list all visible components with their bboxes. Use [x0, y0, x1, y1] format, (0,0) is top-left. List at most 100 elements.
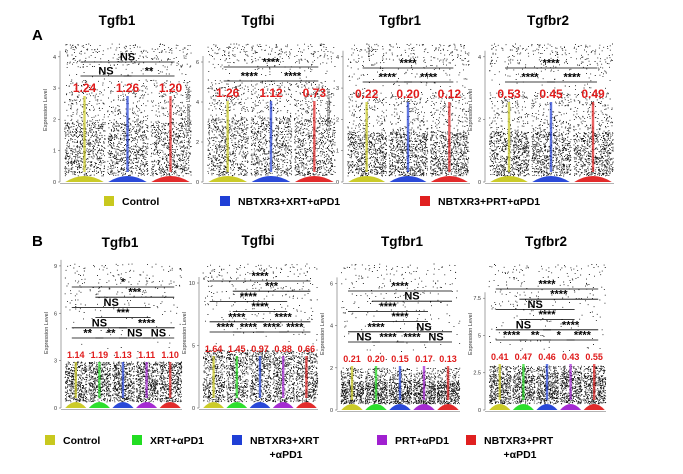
violin-neck: [169, 362, 172, 398]
y-tick-label: 9: [54, 264, 57, 270]
violin-points: [388, 43, 429, 177]
y-tick-label: 4: [53, 55, 56, 61]
violin-body: [108, 176, 147, 182]
significance-label: ****: [538, 309, 556, 321]
violin-points: [202, 264, 226, 403]
violin-neck: [350, 366, 354, 400]
mean-label: 0.73: [303, 86, 327, 100]
significance-label: ****: [420, 72, 438, 84]
violin-1: [107, 43, 149, 182]
chart-B-tgfb1: Tgfb1 Expression Level 0 3 6 9 1.14 1.19 1.13 1.1…: [44, 235, 183, 412]
y-tick-label: 0: [330, 408, 333, 414]
violin-body: [251, 176, 291, 182]
violin-body: [294, 176, 334, 182]
chart-title: Tgfbr1: [379, 13, 421, 28]
mean-label: 0.49: [581, 87, 605, 101]
mean-label: 1.26: [216, 86, 240, 100]
violin-neck: [98, 362, 101, 398]
violin-neck: [313, 101, 316, 172]
violin-body: [365, 404, 387, 410]
mean-label: 0.46: [538, 352, 556, 362]
significance-label: **: [531, 330, 540, 342]
violin-2: [535, 264, 559, 410]
significance-label: ****: [379, 72, 397, 84]
y-axis-label: Expression Level: [43, 89, 49, 131]
violin-points: [159, 265, 183, 403]
legend-a-item-0: Control: [104, 196, 159, 208]
chart-A-tgfb1: Tgfb1 Expression Level 0 1 2 3 4 1.24 1.26 1.20 NS…: [43, 13, 192, 186]
y-tick-label: 0: [336, 180, 339, 186]
violin-0: [340, 263, 365, 410]
violin-body: [389, 176, 427, 182]
legend-label: PRT+αPD1: [395, 435, 449, 447]
violin-neck: [258, 356, 262, 398]
legend-swatch: [377, 435, 387, 445]
violin-neck: [282, 356, 285, 398]
chart-title: Tgfbr2: [527, 13, 569, 28]
significance-label: ****: [240, 291, 258, 303]
legends-layer: Control NBTXR3+XRT +αPD1 NBTXR3+PRT +αPD1 Con…: [45, 196, 554, 461]
violin-body: [413, 404, 435, 410]
y-tick-label: 4: [478, 55, 481, 61]
violin-body: [389, 404, 411, 410]
y-tick-label: 7.5: [473, 296, 481, 302]
violin-neck: [212, 356, 215, 398]
violin-body: [65, 402, 87, 408]
violin-4: [295, 263, 319, 408]
mean-label: 0.55: [585, 352, 603, 362]
violin-points: [559, 264, 583, 405]
violin-neck: [507, 102, 511, 172]
violin-body: [296, 402, 317, 408]
violin-neck: [593, 364, 596, 400]
significance-label: ****: [399, 58, 417, 70]
y-axis-label: Expression Level: [186, 89, 192, 131]
significance-label: ****: [241, 71, 259, 83]
legend-swatch: [232, 435, 242, 445]
significance-label: ****: [379, 301, 397, 313]
significance-label: *: [121, 277, 126, 289]
violin-neck: [398, 366, 402, 400]
violin-neck: [446, 366, 450, 400]
violin-0: [347, 43, 387, 182]
violin-body: [532, 176, 570, 182]
violin-body: [348, 176, 386, 182]
significance-label: *: [557, 330, 562, 342]
legend-label: NBTXR3+XRT+αPD1: [238, 196, 340, 208]
violin-0: [202, 264, 226, 408]
mean-label: 1.19: [91, 350, 109, 360]
violin-2: [388, 264, 413, 410]
significance-label: NS: [528, 299, 543, 311]
significance-label: ***: [265, 281, 279, 293]
y-tick-label: 0: [478, 408, 481, 414]
significance-label: ****: [542, 58, 560, 70]
mean-label: 0.43: [562, 352, 580, 362]
violin-body: [583, 404, 605, 410]
y-tick-label: 6: [54, 311, 57, 317]
significance-label: **: [145, 66, 154, 78]
violin-1: [512, 264, 536, 410]
chart-title: Tgfb1: [99, 13, 136, 28]
violin-body: [560, 404, 582, 410]
chart-title: Tgfbi: [242, 13, 275, 28]
violin-2: [150, 43, 192, 182]
violin-points: [207, 43, 249, 177]
charts-layer: Tgfb1 Expression Level 0 1 2 3 4 1.24 1.26 1.20 NS…: [43, 13, 614, 414]
violin-1: [531, 43, 572, 182]
y-axis-label: Expression Level: [326, 89, 332, 131]
significance-label: ****: [550, 289, 568, 301]
violin-body: [272, 402, 294, 408]
y-tick-label: 2: [330, 366, 333, 372]
significance-label: **: [83, 328, 92, 340]
legend-label: Control: [122, 196, 159, 208]
significance-label: ****: [138, 317, 156, 329]
legend-label: XRT+αPD1: [150, 435, 204, 447]
violin-1: [225, 263, 249, 408]
y-axis-label: Expression Level: [44, 312, 50, 354]
violin-1: [88, 264, 112, 408]
significance-label: NS: [104, 297, 119, 309]
violin-points: [583, 264, 607, 405]
legend-swatch: [466, 435, 476, 445]
significance-label: ***: [128, 287, 142, 299]
mean-label: 0.53: [497, 87, 521, 101]
